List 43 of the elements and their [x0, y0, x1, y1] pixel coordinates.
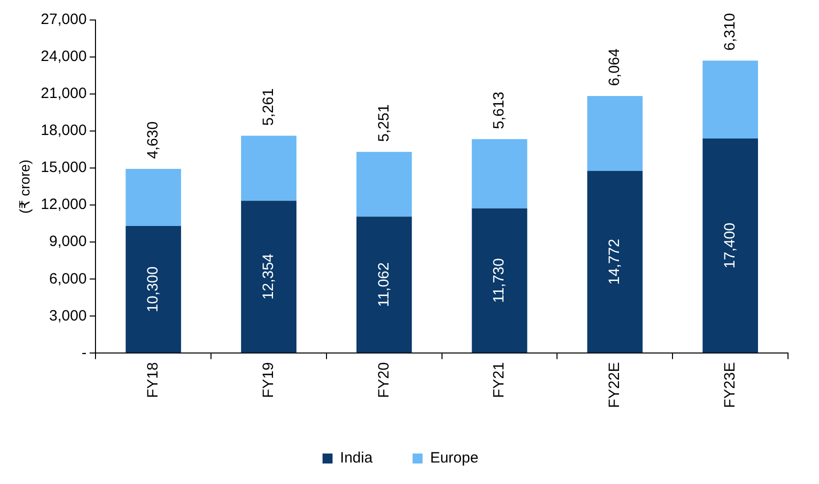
x-tick-label: FY20 [375, 362, 392, 398]
x-tick-label: FY19 [260, 362, 277, 398]
y-tick-label: 18,000 [40, 122, 87, 140]
bar [587, 170, 643, 353]
legend-label: Europe [430, 450, 478, 467]
bar [356, 152, 412, 217]
x-tick-label: FY18 [144, 362, 162, 398]
y-tick-label: 9,000 [49, 233, 87, 250]
y-axis-title: (₹ crore) [16, 160, 32, 214]
data-label: 11,062 [375, 262, 392, 308]
y-tick-label: 3,000 [49, 307, 87, 324]
x-tick-label: FY22E [606, 362, 624, 408]
data-label: 4,630 [144, 121, 162, 159]
bar [356, 216, 412, 353]
data-label: 12,354 [260, 254, 277, 300]
data-label: 6,064 [606, 48, 624, 86]
data-label: 11,730 [490, 258, 508, 303]
bar [241, 136, 296, 201]
bar [241, 200, 296, 353]
data-label: 10,300 [144, 266, 162, 312]
x-tick-label: FY21 [490, 362, 508, 398]
bar [126, 226, 182, 353]
bar [702, 138, 758, 353]
y-tick-label: 21,000 [40, 85, 87, 102]
bar [472, 208, 528, 353]
data-label: 5,613 [490, 92, 508, 130]
data-label: 14,772 [606, 238, 624, 285]
data-label: 6,310 [721, 13, 738, 51]
legend-label: India [340, 450, 374, 467]
y-tick-label: 15,000 [40, 159, 87, 176]
y-tick-label: 12,000 [40, 196, 87, 214]
data-label: 5,261 [260, 88, 277, 126]
x-tick-label: FY23E [721, 362, 738, 408]
bar [126, 168, 182, 226]
data-label: 5,251 [375, 104, 392, 142]
y-tick-label: - [82, 344, 87, 362]
y-tick-label: 27,000 [40, 11, 87, 28]
bar [472, 139, 528, 208]
y-tick-label: 24,000 [40, 48, 87, 66]
y-tick-label: 6,000 [49, 270, 87, 288]
bar [702, 60, 758, 138]
data-label: 17,400 [721, 222, 738, 268]
bar [587, 96, 643, 171]
